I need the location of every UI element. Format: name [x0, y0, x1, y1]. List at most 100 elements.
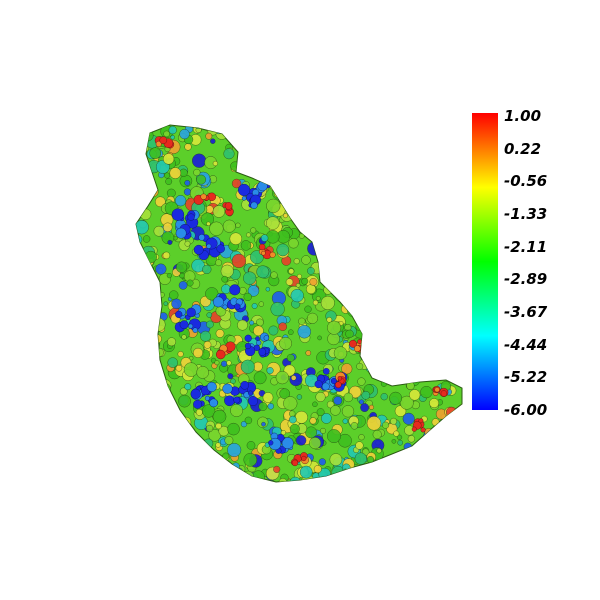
surface-patch	[456, 274, 462, 283]
surface-patch	[249, 158, 255, 164]
surface-patch	[290, 182, 300, 193]
surface-patch	[224, 460, 232, 469]
surface-patch	[380, 135, 385, 140]
surface-patch	[386, 269, 394, 277]
surface-patch	[299, 178, 305, 184]
surface-patch	[319, 249, 327, 256]
surface-patch	[354, 270, 367, 282]
surface-patch	[247, 390, 253, 396]
colorbar-tick-label: -6.00	[504, 401, 548, 419]
surface-patch	[176, 472, 182, 478]
surface-patch	[321, 224, 331, 235]
surface-patch	[156, 382, 171, 397]
surface-patch	[328, 125, 342, 138]
surface-patch	[400, 291, 406, 297]
surface-patch	[452, 317, 461, 327]
surface-patch	[438, 182, 452, 196]
colorbar-tick-label: -5.22	[504, 368, 548, 387]
surface-patch	[286, 353, 295, 362]
surface-patch	[405, 145, 419, 159]
surface-patch	[235, 222, 241, 228]
surface-patch	[186, 307, 196, 318]
surface-patch	[148, 339, 154, 344]
surface-patch	[253, 325, 264, 337]
surface-patch	[312, 401, 318, 407]
surface-patch	[403, 365, 413, 374]
surface-patch	[415, 247, 420, 252]
surface-patch	[136, 335, 144, 342]
surface-patch	[397, 463, 412, 478]
surface-patch	[422, 185, 437, 200]
surface-patch	[450, 358, 462, 371]
surface-patch	[310, 227, 321, 237]
surface-patch	[345, 329, 354, 339]
surface-patch	[386, 217, 392, 223]
surface-patch	[429, 443, 437, 452]
surface-patch	[147, 338, 160, 352]
surface-patch	[376, 314, 387, 324]
surface-patch	[273, 465, 281, 473]
surface-patch	[267, 159, 280, 172]
surface-patch	[363, 146, 377, 160]
surface-patch	[136, 175, 148, 188]
surface-patch	[219, 468, 224, 474]
surface-patch	[138, 321, 150, 333]
surface-patch	[402, 277, 408, 283]
surface-patch	[432, 331, 439, 338]
surface-patch	[321, 382, 330, 391]
surface-patch	[319, 247, 329, 256]
surface-patch	[279, 125, 294, 128]
surface-patch	[264, 125, 275, 134]
surface-patch	[371, 172, 378, 178]
surface-patch	[420, 386, 433, 399]
surface-patch	[395, 461, 402, 467]
surface-patch	[175, 310, 183, 319]
surface-patch	[406, 207, 411, 213]
surface-patch	[203, 340, 212, 349]
surface-patch	[330, 405, 341, 416]
surface-patch	[396, 360, 407, 371]
surface-patch	[438, 125, 452, 133]
surface-patch	[386, 158, 394, 167]
surface-patch	[143, 342, 149, 348]
surface-patch	[228, 132, 241, 145]
surface-patch	[141, 129, 154, 142]
surface-patch	[417, 451, 428, 462]
surface-patch	[368, 266, 375, 273]
surface-patch	[142, 341, 149, 349]
surface-patch	[453, 128, 462, 136]
surface-patch	[234, 129, 240, 135]
surface-patch	[392, 299, 407, 313]
surface-patch	[167, 469, 178, 480]
surface-patch	[288, 268, 295, 275]
surface-patch	[169, 435, 184, 450]
surface-patch	[464, 430, 468, 434]
surface-patch	[409, 346, 415, 353]
surface-patch	[136, 474, 147, 482]
surface-patch	[419, 260, 433, 274]
surface-patch	[451, 145, 462, 157]
surface-patch	[321, 257, 330, 266]
surface-patch	[145, 381, 154, 390]
surface-patch	[385, 226, 394, 235]
surface-patch	[267, 148, 274, 156]
surface-patch	[448, 251, 462, 265]
surface-patch	[130, 177, 135, 182]
surface-patch	[379, 469, 394, 482]
surface-patch	[359, 217, 371, 230]
surface-patch	[193, 244, 204, 255]
surface-patch	[396, 216, 405, 225]
surface-patch	[289, 476, 301, 482]
surface-patch	[344, 163, 355, 173]
surface-patch	[395, 321, 408, 334]
surface-patch	[138, 184, 146, 192]
surface-patch	[412, 301, 423, 312]
surface-patch	[413, 165, 420, 172]
surface-patch	[236, 137, 243, 144]
surface-patch	[398, 246, 411, 258]
surface-patch	[372, 310, 383, 322]
colorbar-tick-label: -0.56	[504, 172, 548, 191]
surface-patch	[127, 427, 135, 435]
surface-patch	[175, 483, 182, 490]
